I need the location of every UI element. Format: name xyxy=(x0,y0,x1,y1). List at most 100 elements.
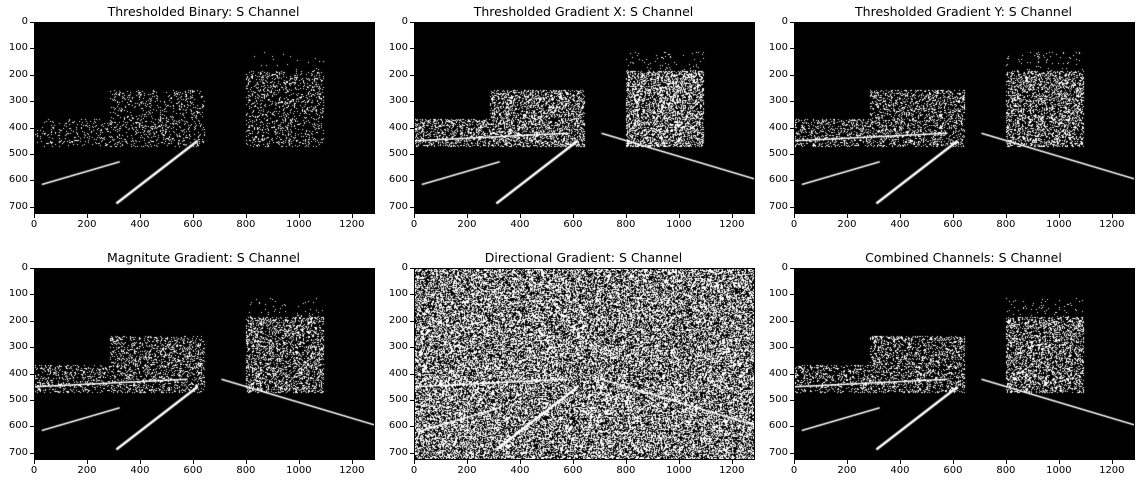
y-tick-mark xyxy=(790,180,794,182)
x-tick-label: 200 xyxy=(457,465,477,476)
x-tick-label: 600 xyxy=(563,465,583,476)
y-tick-label: 300 xyxy=(8,95,28,107)
x-tick-label: 600 xyxy=(183,219,203,230)
y-tick-label: 600 xyxy=(388,174,408,186)
x-tick-label: 400 xyxy=(890,219,910,230)
y-tick-label: 100 xyxy=(768,42,788,54)
x-tick-mark xyxy=(351,214,353,218)
x-tick-label: 800 xyxy=(236,219,256,230)
x-tick-label: 1000 xyxy=(286,219,312,230)
x-tick-mark xyxy=(1111,214,1113,218)
y-tick-mark xyxy=(30,399,34,401)
y-tick-mark xyxy=(410,294,414,296)
y-tick-mark xyxy=(790,48,794,50)
x-tick-mark xyxy=(351,460,353,464)
x-tick-label: 1200 xyxy=(339,219,365,230)
x-tick-mark xyxy=(572,214,574,218)
x-tick-label: 1200 xyxy=(719,465,745,476)
y-tick-mark xyxy=(790,153,794,155)
x-tick-label: 400 xyxy=(130,219,150,230)
y-tick-label: 100 xyxy=(768,288,788,300)
x-tick-mark xyxy=(1111,460,1113,464)
x-tick-mark xyxy=(678,214,680,218)
x-tick-mark xyxy=(245,460,247,464)
y-tick-mark xyxy=(790,268,794,269)
x-tick-mark xyxy=(846,214,848,218)
y-tick-mark xyxy=(30,101,34,103)
y-tick-label: 500 xyxy=(388,393,408,405)
y-tick-mark xyxy=(790,101,794,103)
y-tick-mark xyxy=(790,373,794,375)
y-tick-label: 0 xyxy=(21,262,28,273)
x-tick-mark xyxy=(298,460,300,464)
x-tick-label: 600 xyxy=(183,465,203,476)
y-tick-label: 300 xyxy=(388,341,408,353)
y-tick-mark xyxy=(30,74,34,76)
y-tick-mark xyxy=(30,373,34,375)
y-tick-mark xyxy=(410,320,414,322)
y-tick-label: 0 xyxy=(401,16,408,27)
y-tick-label: 400 xyxy=(8,367,28,379)
y-tick-label: 300 xyxy=(768,341,788,353)
x-tick-mark xyxy=(625,214,627,218)
panel-6: Combined Channels: S Channel 0 100 200 300 40… xyxy=(764,248,1137,478)
binary-image xyxy=(414,268,755,460)
x-tick-mark xyxy=(899,214,901,218)
y-tick-mark xyxy=(30,127,34,129)
x-tick-label: 0 xyxy=(30,219,38,230)
y-tick-mark xyxy=(790,320,794,322)
y-tick-label: 100 xyxy=(8,288,28,300)
x-tick-label: 400 xyxy=(510,465,530,476)
y-tick-label: 400 xyxy=(768,121,788,133)
panel-2: Thresholded Gradient X: S Channel 0 100 200… xyxy=(384,2,757,232)
x-tick-label: 1200 xyxy=(1099,219,1125,230)
panel-title: Magnitute Gradient: S Channel xyxy=(107,250,300,265)
x-tick-label: 200 xyxy=(837,219,857,230)
y-tick-mark xyxy=(790,399,794,401)
y-tick-mark xyxy=(30,320,34,322)
y-tick-label: 0 xyxy=(781,16,788,27)
y-tick-label: 200 xyxy=(388,68,408,80)
x-tick-label: 600 xyxy=(943,219,963,230)
panel-5: Directional Gradient: S Channel 0 100 200 30… xyxy=(384,248,757,478)
y-tick-label: 700 xyxy=(768,200,788,212)
y-tick-label: 200 xyxy=(768,314,788,326)
x-tick-mark xyxy=(952,460,954,464)
y-tick-label: 400 xyxy=(388,367,408,379)
x-tick-mark xyxy=(139,460,141,464)
y-tick-mark xyxy=(410,101,414,103)
x-tick-label: 0 xyxy=(410,219,418,230)
x-tick-mark xyxy=(952,214,954,218)
y-tick-mark xyxy=(410,426,414,428)
x-tick-label: 1000 xyxy=(1046,465,1072,476)
y-tick-mark xyxy=(30,426,34,428)
x-tick-label: 800 xyxy=(996,219,1016,230)
y-tick-label: 600 xyxy=(8,174,28,186)
x-tick-mark xyxy=(625,460,627,464)
panel-3: Thresholded Gradient Y: S Channel 0 100 200… xyxy=(764,2,1137,232)
y-tick-mark xyxy=(30,48,34,50)
panel-title: Combined Channels: S Channel xyxy=(865,250,1062,265)
binary-image xyxy=(34,22,375,214)
y-tick-label: 500 xyxy=(388,147,408,159)
x-tick-label: 1000 xyxy=(286,465,312,476)
y-tick-label: 0 xyxy=(401,262,408,273)
y-tick-mark xyxy=(790,347,794,349)
y-tick-mark xyxy=(790,294,794,296)
y-tick-mark xyxy=(410,347,414,349)
x-tick-label: 400 xyxy=(510,219,530,230)
y-tick-mark xyxy=(410,373,414,375)
x-tick-label: 200 xyxy=(77,219,97,230)
y-tick-mark xyxy=(790,74,794,76)
x-tick-mark xyxy=(794,214,795,218)
x-tick-label: 0 xyxy=(410,465,418,476)
x-tick-mark xyxy=(245,214,247,218)
x-tick-label: 800 xyxy=(616,465,636,476)
y-tick-label: 600 xyxy=(8,420,28,432)
y-tick-label: 500 xyxy=(8,393,28,405)
panel-title: Directional Gradient: S Channel xyxy=(484,250,683,265)
x-tick-mark xyxy=(519,460,521,464)
y-tick-mark xyxy=(30,180,34,182)
x-tick-mark xyxy=(794,460,795,464)
y-tick-mark xyxy=(410,399,414,401)
